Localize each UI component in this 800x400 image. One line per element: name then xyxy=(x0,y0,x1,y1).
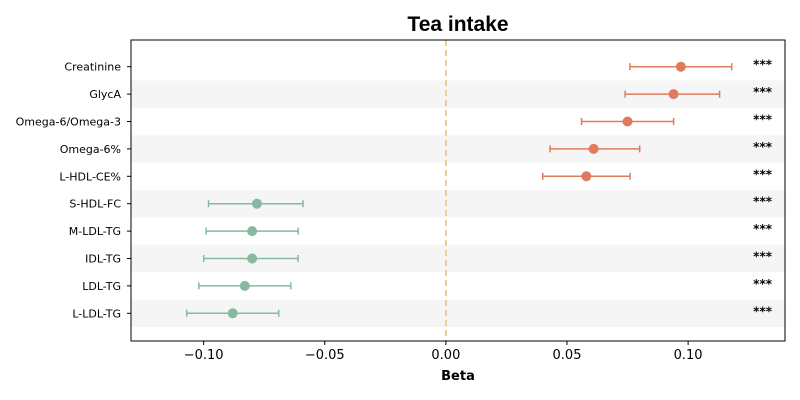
significance-marker: *** xyxy=(753,113,773,127)
significance-marker: *** xyxy=(753,304,773,318)
estimate-s-hdl-fc xyxy=(207,198,304,209)
significance-marker: *** xyxy=(753,85,773,99)
significance-marker: *** xyxy=(753,222,773,236)
y-label: L-HDL-CE% xyxy=(59,170,121,183)
x-tick-label: 0.10 xyxy=(674,348,703,363)
x-tick-label: 0.00 xyxy=(431,348,460,363)
y-label: IDL-TG xyxy=(85,253,121,266)
y-label: Omega-6% xyxy=(60,143,121,156)
significance-marker: *** xyxy=(753,195,773,209)
x-tick-label: −0.10 xyxy=(184,348,224,363)
y-label: L-LDL-TG xyxy=(72,307,121,320)
point-estimate xyxy=(247,226,258,237)
estimate-l-ldl-tg xyxy=(185,308,280,319)
y-label: LDL-TG xyxy=(82,280,121,293)
significance-marker: *** xyxy=(753,167,773,181)
estimate-l-hdl-ce- xyxy=(542,171,631,182)
y-label: Creatinine xyxy=(64,61,121,74)
significance-marker: *** xyxy=(753,140,773,154)
estimate-ldl-tg xyxy=(198,280,292,291)
significance-marker: *** xyxy=(753,58,773,72)
row-band xyxy=(131,135,785,163)
x-tick-label: −0.05 xyxy=(305,348,345,363)
point-estimate xyxy=(251,198,262,209)
significance-marker: *** xyxy=(753,250,773,264)
y-label: Omega-6/Omega-3 xyxy=(16,116,121,129)
estimate-creatinine xyxy=(629,61,733,72)
estimate-omega-6-omega-3 xyxy=(580,116,675,127)
point-estimate xyxy=(668,89,679,100)
plot-frame xyxy=(130,39,786,342)
x-axis: −0.10 −0.05 0.00 0.05 0.10 xyxy=(184,341,703,363)
estimate-m-ldl-tg xyxy=(205,226,299,237)
point-estimate xyxy=(227,308,238,319)
point-estimate xyxy=(622,116,633,127)
x-axis-label: Beta xyxy=(441,369,475,384)
estimate-omega-6- xyxy=(549,143,641,154)
x-tick-label: 0.05 xyxy=(553,348,582,363)
y-axis-labels: Creatinine GlycA Omega-6/Omega-3 Omega-6% L-… xyxy=(16,61,131,320)
y-label: S-HDL-FC xyxy=(69,198,121,211)
significance-marker: *** xyxy=(753,277,773,291)
point-estimate xyxy=(588,143,599,154)
y-label: GlycA xyxy=(89,88,121,101)
chart-title: Tea intake xyxy=(407,13,508,36)
point-estimate xyxy=(581,171,592,182)
y-label: M-LDL-TG xyxy=(69,225,121,238)
point-estimate xyxy=(247,253,258,264)
estimate-idl-tg xyxy=(202,253,299,264)
significance-labels: *** *** *** *** *** *** *** *** *** *** xyxy=(753,58,773,319)
point-estimate xyxy=(675,61,686,72)
point-estimate xyxy=(239,280,250,291)
estimate-glyca xyxy=(624,89,721,100)
estimate-marks xyxy=(185,61,733,319)
